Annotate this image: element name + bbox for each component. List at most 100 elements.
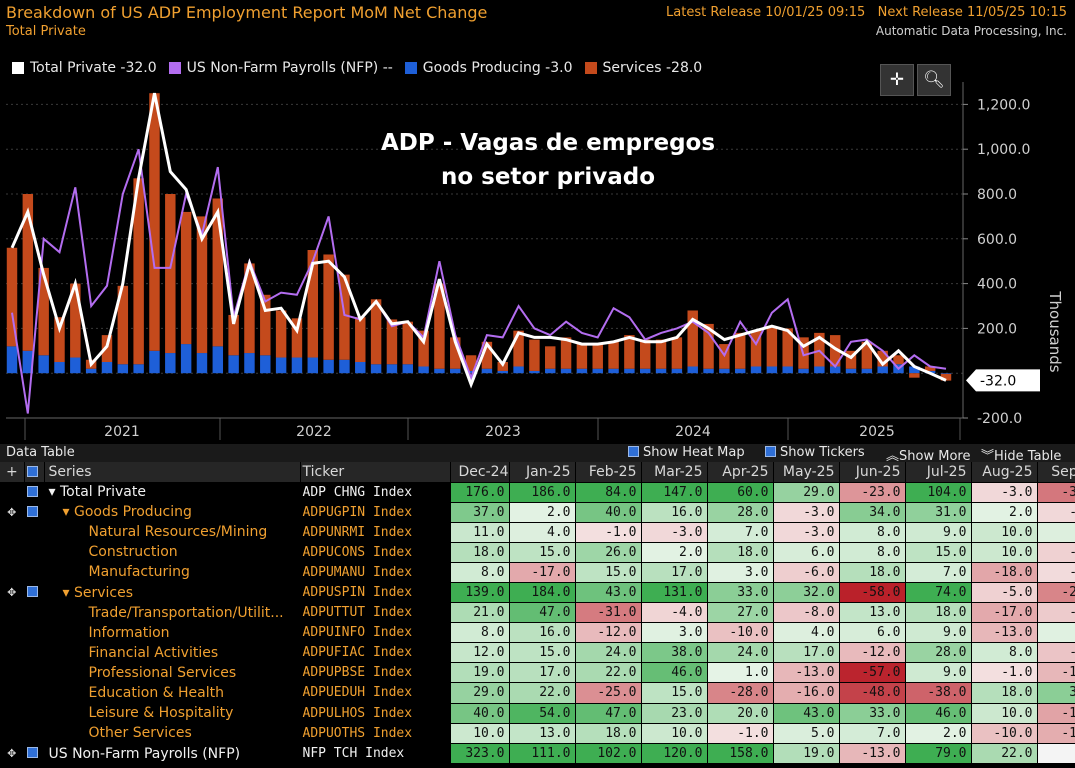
row-checkbox[interactable] <box>24 742 45 764</box>
col-month[interactable]: Jan-25 <box>509 462 576 482</box>
table-row[interactable]: Professional Services ADPUPBSE Index 19.0 1… <box>0 662 1075 683</box>
legend-item[interactable]: Total Private -32.0 <box>12 60 157 76</box>
table-row[interactable]: Manufacturing ADPUMANU Index 8.0 -17.0 15.0 1… <box>0 561 1075 583</box>
services-bar <box>829 335 841 367</box>
empty-cell <box>0 622 25 643</box>
chart-plot: 1,200.0 1,000.0 800.0 600.0 400.0 200.0 -200.0… <box>6 82 1064 440</box>
col-month[interactable]: May-25 <box>773 462 840 482</box>
ticker-cell[interactable]: ADPUNRMI Index <box>300 521 451 543</box>
table-row[interactable]: Education & Health ADPUEDUH Index 29.0 22.0… <box>0 682 1075 704</box>
legend-item[interactable]: Goods Producing -3.0 <box>404 60 573 76</box>
ticker-cell[interactable]: ADPUPBSE Index <box>300 662 451 683</box>
goods-bar <box>85 368 97 374</box>
pin-icon[interactable]: ✥ <box>0 742 25 764</box>
hide-table-button[interactable]: ︾Hide Table <box>981 445 1061 464</box>
table-row[interactable]: Natural Resources/Mining ADPUNRMI Index 11… <box>0 521 1075 543</box>
value-cell: 18.0 <box>450 541 510 563</box>
show-heat-map-label: Show Heat Map <box>643 445 745 460</box>
empty-cell <box>24 602 45 623</box>
col-month[interactable]: Aug-25 <box>971 462 1038 482</box>
series-name[interactable]: Natural Resources/Mining <box>44 521 301 543</box>
ticker-cell[interactable]: ADPUINFO Index <box>300 622 451 643</box>
col-series[interactable]: Series <box>44 462 301 482</box>
legend-item[interactable]: US Non-Farm Payrolls (NFP) -- <box>168 60 393 76</box>
col-month[interactable]: Feb-25 <box>575 462 642 482</box>
table-row[interactable]: ✥ ▾ Services ADPUSPIN Index 139.0 184.0 43.0 1… <box>0 581 1075 603</box>
col-check[interactable] <box>24 462 45 482</box>
services-bar <box>465 355 477 371</box>
pin-icon[interactable]: ✥ <box>0 581 25 603</box>
table-row[interactable]: ✥ US Non-Farm Payrolls (NFP) NFP TCH Index… <box>0 742 1075 764</box>
ticker-cell[interactable]: ADPUSPIN Index <box>300 581 451 603</box>
series-name[interactable]: Other Services <box>44 722 301 744</box>
series-name[interactable]: Manufacturing <box>44 561 301 583</box>
ticker-cell[interactable]: ADPUGPIN Index <box>300 501 451 523</box>
row-checkbox[interactable] <box>24 501 45 523</box>
ticker-cell[interactable]: ADPULHOS Index <box>300 702 451 724</box>
series-name[interactable]: ▾ Total Private <box>44 481 301 503</box>
table-row[interactable]: Information ADPUINFO Index 8.0 16.0 -12.0 3.0… <box>0 622 1075 643</box>
table-row[interactable]: ✥ ▾ Goods Producing ADPUGPIN Index 37.0 2.0 4… <box>0 501 1075 523</box>
row-checkbox[interactable] <box>24 481 45 503</box>
value-cell: 33.0 <box>707 581 774 603</box>
goods-bar <box>149 350 160 374</box>
goods-bar <box>497 370 508 374</box>
col-month[interactable]: Jun-25 <box>839 462 906 482</box>
col-ticker[interactable]: Ticker <box>300 462 451 482</box>
table-row[interactable]: Trade/Transportation/Utilit... ADPUTTUT I… <box>0 602 1075 623</box>
legend-item[interactable]: Services -28.0 <box>584 60 702 76</box>
ticker-cell[interactable]: ADPUTTUT Index <box>300 602 451 623</box>
value-cell: 10.0 <box>641 722 708 744</box>
show-heat-map-toggle[interactable]: Show Heat Map <box>628 445 745 460</box>
value-cell: -31.0 <box>575 602 642 623</box>
pin-icon[interactable]: ✥ <box>0 501 25 523</box>
ticker-cell[interactable]: ADPUCONS Index <box>300 541 451 563</box>
value-cell: 37.0 <box>450 501 510 523</box>
table-row[interactable]: Construction ADPUCONS Index 18.0 15.0 26.0 2.… <box>0 541 1075 563</box>
col-month[interactable]: Sep-25 <box>1037 462 1075 482</box>
ticker-cell[interactable]: ADPUOTHS Index <box>300 722 451 744</box>
table-row[interactable]: ▾ Total Private ADP CHNG Index 176.0 186.0 8… <box>0 481 1075 503</box>
goods-bar <box>861 368 873 374</box>
col-month[interactable]: Jul-25 <box>905 462 972 482</box>
crosshair-icon[interactable]: ✛ <box>880 64 914 96</box>
table-row[interactable]: Other Services ADPUOTHS Index 10.0 13.0 18.0… <box>0 722 1075 744</box>
ticker-cell[interactable]: ADPUFIAC Index <box>300 642 451 663</box>
series-name[interactable]: Professional Services <box>44 662 301 683</box>
col-expand[interactable]: + <box>0 462 25 482</box>
table-row[interactable]: Financial Activities ADPUFIAC Index 12.0 15… <box>0 642 1075 663</box>
value-cell: 46.0 <box>641 662 708 683</box>
y-tick-label: 1,200.0 <box>977 97 1030 113</box>
series-name[interactable]: Information <box>44 622 301 643</box>
series-name[interactable]: Education & Health <box>44 682 301 704</box>
value-cell: 18.0 <box>707 541 774 563</box>
show-tickers-toggle[interactable]: Show Tickers <box>765 445 865 460</box>
series-name[interactable]: US Non-Farm Payrolls (NFP) <box>44 742 301 764</box>
series-name[interactable]: Leisure & Hospitality <box>44 702 301 724</box>
series-name[interactable]: ▾ Goods Producing <box>44 501 301 523</box>
series-name[interactable]: Financial Activities <box>44 642 301 663</box>
series-name[interactable]: Construction <box>44 541 301 563</box>
ticker-cell[interactable]: ADPUMANU Index <box>300 561 451 583</box>
services-bar <box>117 285 129 365</box>
row-checkbox[interactable] <box>24 581 45 603</box>
services-bar <box>687 310 698 367</box>
ticker-cell[interactable]: ADPUEDUH Index <box>300 682 451 704</box>
col-month[interactable]: Apr-25 <box>707 462 774 482</box>
col-month[interactable]: Dec-24 <box>450 462 510 482</box>
services-bar <box>608 341 619 369</box>
value-cell: 54.0 <box>509 702 576 724</box>
series-name[interactable]: ▾ Services <box>44 581 301 603</box>
value-cell: 10.0 <box>971 541 1038 563</box>
series-name[interactable]: Trade/Transportation/Utilit... <box>44 602 301 623</box>
value-cell: 46.0 <box>905 702 972 724</box>
chart-annotation: no setor privado <box>441 164 655 190</box>
show-more-button[interactable]: ︽Show More <box>886 445 970 464</box>
col-month[interactable]: Mar-25 <box>641 462 708 482</box>
table-row[interactable]: Leisure & Hospitality ADPULHOS Index 40.0 5… <box>0 702 1075 724</box>
ticker-cell[interactable]: ADP CHNG Index <box>300 481 451 503</box>
zoom-icon[interactable]: 🔍︎ <box>917 64 951 96</box>
goods-bar <box>545 368 556 374</box>
last-value-tag <box>966 369 1040 392</box>
ticker-cell[interactable]: NFP TCH Index <box>300 742 451 764</box>
